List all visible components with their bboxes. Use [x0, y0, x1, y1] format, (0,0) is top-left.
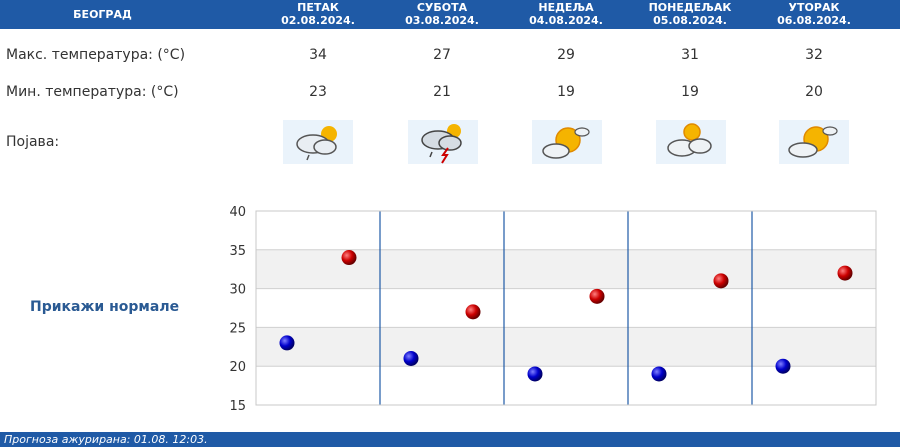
grid-band [256, 327, 876, 367]
min-temp-point [775, 358, 791, 374]
grid-band [256, 249, 876, 289]
day-header-1: ПЕТАК 02.08.2024. [256, 0, 380, 29]
day-date: 06.08.2024. [777, 14, 851, 27]
forecast-updated: Прогноза ажурирана: 01.08. 12:03. [0, 432, 900, 447]
max-temp-point [589, 288, 605, 304]
day-header-4: ПОНЕДЕЉАК 05.08.2024. [628, 0, 752, 29]
min-temp-value: 21 [433, 84, 451, 100]
sunny-cloud-icon [779, 120, 849, 164]
day-date: 04.08.2024. [529, 14, 603, 27]
y-tick-label: 40 [229, 205, 246, 220]
y-tick-label: 20 [229, 360, 246, 375]
min-temp-point [403, 350, 419, 366]
min-temp-point [651, 366, 667, 382]
max-temp-point [713, 273, 729, 289]
max-temp-label: Макс. температура: (°C) [6, 47, 186, 63]
sunny-cloud-icon [532, 120, 602, 164]
show-normals-link[interactable]: Прикажи нормале [30, 299, 180, 315]
max-temp-value: 34 [309, 47, 327, 63]
temperature-chart: 15 20 25 30 35 40 [229, 205, 877, 414]
y-tick-label: 15 [229, 399, 246, 414]
day-name: ПЕТАК [297, 1, 339, 14]
min-temp-value: 20 [805, 84, 823, 100]
plot-area [255, 210, 877, 406]
day-date: 03.08.2024. [405, 14, 479, 27]
max-temp-value: 27 [433, 47, 451, 63]
day-name: УТОРАК [788, 1, 840, 14]
day-name: НЕДЕЉА [538, 1, 594, 14]
day-date: 02.08.2024. [281, 14, 355, 27]
day-date: 05.08.2024. [653, 14, 727, 27]
max-temp-value: 32 [805, 47, 823, 63]
day-name: СУБОТА [416, 1, 468, 14]
partly-cloudy-light-rain-icon [283, 120, 353, 164]
city-name: БЕОГРАД [73, 8, 132, 21]
max-temp-value: 31 [681, 47, 699, 63]
partly-cloudy-sun-icon [656, 120, 726, 164]
min-temp-point [527, 366, 543, 382]
max-temp-point [341, 250, 357, 266]
day-header-2: СУБОТА 03.08.2024. [380, 0, 504, 29]
min-temp-value: 19 [681, 84, 699, 100]
day-name: ПОНЕДЕЉАК [648, 1, 732, 14]
y-tick-label: 25 [229, 321, 246, 336]
min-temp-value: 19 [557, 84, 575, 100]
y-tick-label: 30 [229, 283, 246, 298]
day-header-3: НЕДЕЉА 04.08.2024. [504, 0, 628, 29]
max-temp-value: 29 [557, 47, 575, 63]
forecast-header: БЕОГРАД ПЕТАК 02.08.2024. СУБОТА 03.08.2… [0, 0, 900, 29]
thunderstorm-rain-icon [408, 120, 478, 164]
max-temp-point [465, 304, 481, 320]
day-header-5: УТОРАК 06.08.2024. [752, 0, 876, 29]
min-temp-point [279, 335, 295, 351]
plot-border [255, 210, 877, 406]
phenomenon-label: Појава: [6, 134, 60, 150]
min-temp-value: 23 [309, 84, 327, 100]
max-temp-point [837, 265, 853, 281]
y-tick-label: 35 [229, 244, 246, 259]
min-temp-label: Мин. температура: (°C) [6, 84, 179, 100]
